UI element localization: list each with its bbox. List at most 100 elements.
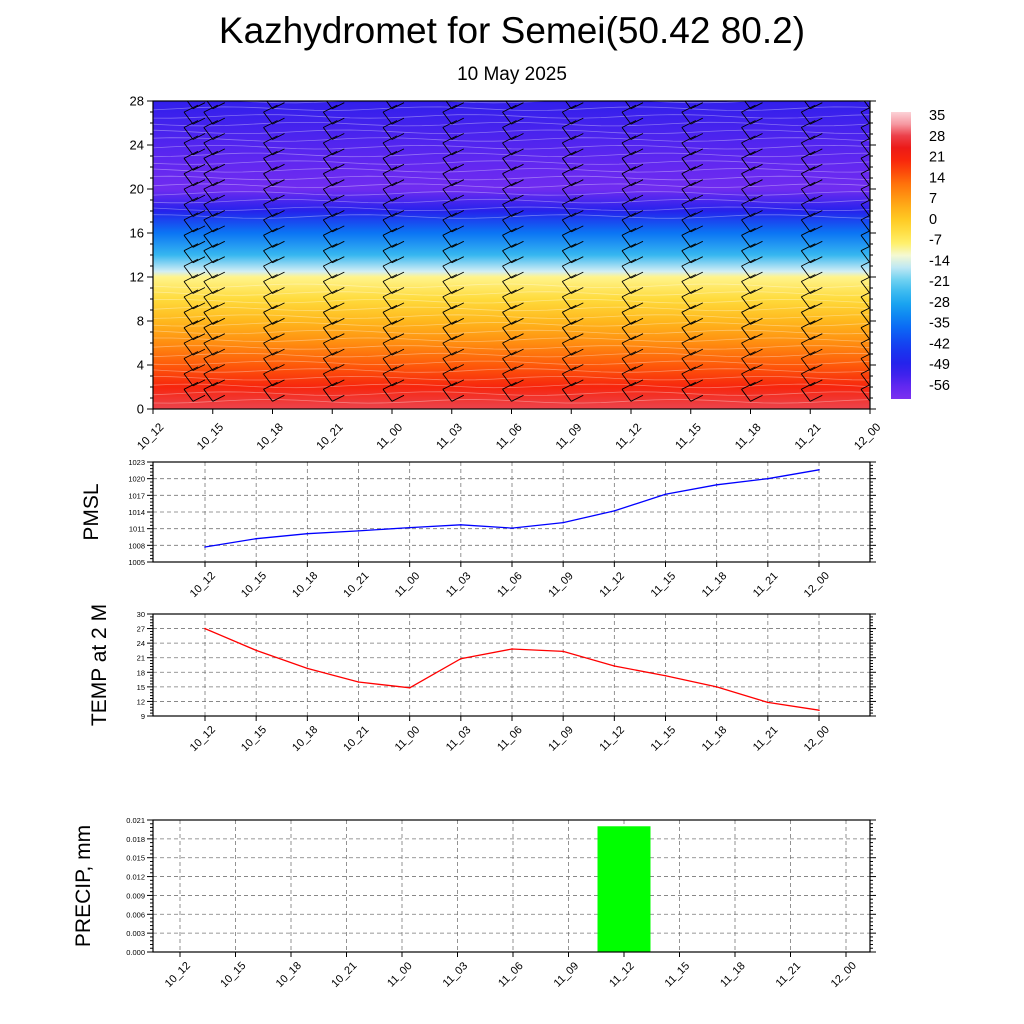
data-point bbox=[357, 681, 360, 683]
data-point bbox=[613, 510, 616, 512]
colorbar-label: -28 bbox=[929, 295, 950, 311]
x-tick-label: 10_18 bbox=[274, 960, 304, 990]
x-tick-label: 12_00 bbox=[829, 960, 859, 990]
heatmap-x-tick-label: 11_15 bbox=[673, 422, 704, 453]
colorbar-label: -14 bbox=[929, 253, 950, 269]
x-tick-label: 11_03 bbox=[441, 960, 471, 990]
data-point bbox=[255, 537, 257, 540]
colorbar-label: 21 bbox=[929, 150, 945, 166]
data-point bbox=[613, 665, 616, 667]
heatmap-x-tick-label: 11_06 bbox=[494, 422, 525, 453]
data-point bbox=[767, 477, 769, 480]
y-tick-label: 9 bbox=[141, 712, 145, 721]
colorbar-label: -42 bbox=[929, 336, 950, 352]
x-tick-label: 11_15 bbox=[663, 960, 693, 990]
chart-title: Kazhydromet for Semei(50.42 80.2) bbox=[218, 10, 806, 51]
x-tick-label: 11_06 bbox=[495, 570, 525, 600]
y-tick-label: 0.015 bbox=[126, 854, 145, 863]
heatmap-field bbox=[153, 101, 870, 409]
x-tick-label: 11_21 bbox=[751, 570, 781, 600]
x-tick-label: 11_09 bbox=[546, 570, 576, 600]
y-tick-label: 1008 bbox=[128, 541, 145, 550]
x-tick-label: 11_21 bbox=[751, 724, 781, 754]
colorbar-label: 14 bbox=[929, 170, 945, 186]
temp-2m-panel: 9 12 15 18 21 24 27 30 10_12 10_15 10_18 10_21 11_00… bbox=[88, 604, 876, 754]
heatmap-y-tick-label: 28 bbox=[130, 94, 144, 109]
data-point bbox=[357, 530, 360, 532]
heatmap-y-tick-label: 4 bbox=[137, 358, 144, 373]
data-point bbox=[767, 701, 769, 704]
x-tick-label: 11_15 bbox=[649, 570, 679, 600]
temperature-cross-section-panel: 0 4 8 12 16 20 24 28 10_12 10_15 10_18 10_21 11_00 11… bbox=[130, 94, 884, 453]
x-tick-label: 10_12 bbox=[163, 960, 193, 990]
heatmap-x-tick-label: 11_09 bbox=[554, 422, 585, 453]
colorbar-label: -7 bbox=[929, 233, 942, 249]
data-point bbox=[664, 493, 667, 496]
x-tick-label: 11_12 bbox=[597, 724, 627, 754]
x-tick-label: 11_21 bbox=[774, 960, 804, 990]
y-tick-label: 15 bbox=[137, 683, 145, 692]
y-tick-label: 1014 bbox=[128, 508, 145, 517]
y-tick-label: 21 bbox=[137, 654, 145, 663]
y-tick-label: 24 bbox=[137, 639, 145, 648]
y-axis-label: TEMP at 2 M bbox=[88, 604, 111, 726]
data-point bbox=[255, 649, 257, 652]
series-line bbox=[204, 628, 820, 711]
colorbar-label: 28 bbox=[929, 129, 945, 145]
colorbar-label: 0 bbox=[929, 212, 937, 228]
y-axis-label: PMSL bbox=[80, 483, 103, 540]
x-tick-label: 12_00 bbox=[802, 724, 832, 754]
y-tick-label: 0.009 bbox=[126, 891, 145, 900]
data-point bbox=[204, 627, 206, 630]
x-tick-label: 11_18 bbox=[700, 724, 730, 754]
data-point bbox=[511, 648, 513, 650]
heatmap-x-tick-label: 10_21 bbox=[315, 421, 346, 452]
x-tick-label: 10_15 bbox=[239, 724, 269, 754]
x-tick-label: 10_12 bbox=[188, 724, 218, 754]
x-tick-label: 11_09 bbox=[546, 724, 576, 754]
data-point bbox=[408, 687, 411, 689]
x-tick-label: 11_06 bbox=[495, 724, 525, 754]
heatmap-y-tick-label: 20 bbox=[130, 182, 144, 197]
y-tick-label: 1017 bbox=[128, 491, 145, 500]
heatmap-x-tick-label: 11_12 bbox=[614, 422, 645, 453]
data-point bbox=[562, 650, 564, 653]
wind-barbs bbox=[183, 101, 870, 402]
data-point bbox=[204, 546, 206, 548]
x-tick-label: 10_21 bbox=[341, 724, 371, 754]
colorbar-label: 7 bbox=[929, 191, 937, 207]
x-tick-label: 10_21 bbox=[341, 570, 371, 600]
x-tick-label: 11_00 bbox=[393, 724, 423, 754]
data-point bbox=[408, 526, 411, 529]
x-tick-label: 10_18 bbox=[290, 570, 320, 600]
x-tick-label: 11_03 bbox=[444, 570, 474, 600]
data-point bbox=[460, 523, 462, 526]
heatmap-x-tick-label: 10_18 bbox=[255, 421, 286, 452]
x-tick-label: 10_21 bbox=[329, 960, 359, 990]
y-tick-label: 0.021 bbox=[126, 816, 145, 825]
y-tick-label: 27 bbox=[137, 625, 145, 634]
x-tick-label: 11_12 bbox=[597, 570, 627, 600]
x-tick-label: 11_18 bbox=[718, 960, 748, 990]
heatmap-x-tick-label: 10_15 bbox=[195, 421, 226, 452]
colorbar-label: 35 bbox=[929, 108, 945, 124]
x-tick-label: 11_00 bbox=[393, 570, 423, 600]
data-point bbox=[306, 667, 309, 670]
y-tick-label: 1023 bbox=[128, 458, 145, 467]
y-tick-label: 12 bbox=[137, 697, 145, 706]
x-tick-label: 11_00 bbox=[385, 960, 415, 990]
colorbar-scale bbox=[891, 112, 911, 399]
x-tick-label: 11_18 bbox=[700, 570, 730, 600]
x-tick-label: 11_12 bbox=[607, 960, 637, 990]
y-tick-label: 18 bbox=[137, 668, 145, 677]
x-tick-label: 10_18 bbox=[290, 724, 320, 754]
x-tick-label: 11_06 bbox=[496, 960, 526, 990]
x-tick-label: 10_15 bbox=[218, 960, 248, 990]
y-tick-label: 1005 bbox=[128, 558, 145, 567]
heatmap-y-tick-label: 16 bbox=[130, 226, 144, 241]
heatmap-x-tick-label: 11_18 bbox=[733, 422, 764, 453]
pmsl-panel: 1005 1008 1011 1014 1017 1020 1023 10_12 10_15 10… bbox=[80, 458, 876, 600]
panel-frame bbox=[152, 819, 871, 953]
colorbar-label: -21 bbox=[929, 274, 950, 290]
